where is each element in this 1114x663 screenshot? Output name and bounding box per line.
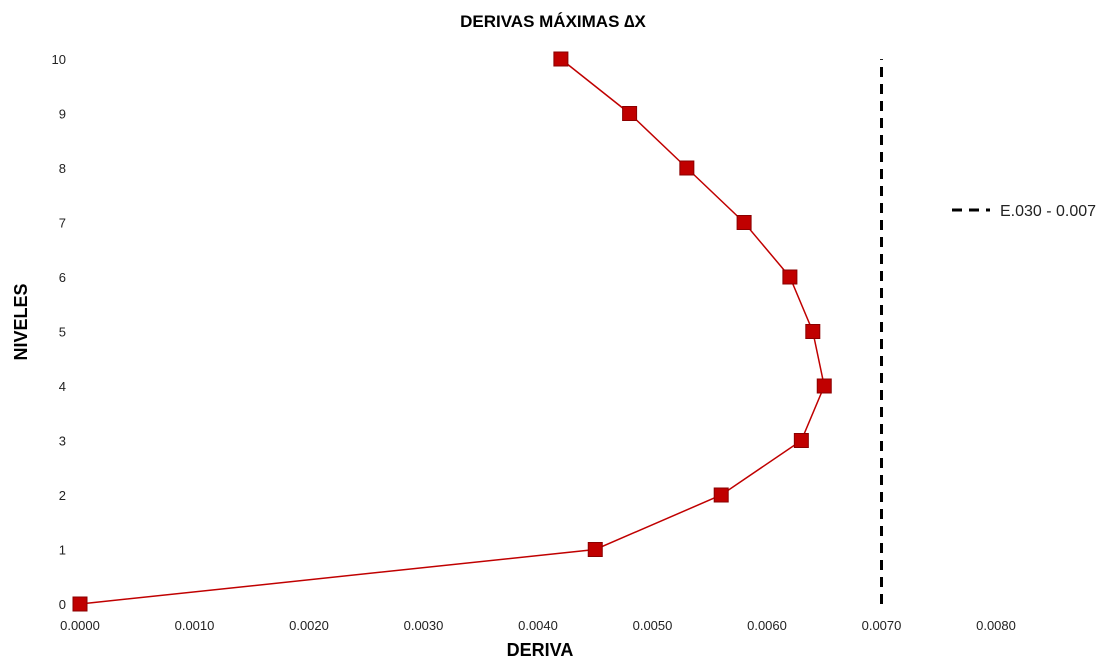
series-point (622, 106, 638, 121)
y-tick-label: 3 (59, 434, 66, 449)
series-point (72, 596, 88, 612)
series-point (816, 378, 832, 394)
y-axis-title: NIVELES (11, 283, 31, 360)
y-tick-label: 5 (59, 325, 66, 340)
y-tick-label: 1 (59, 543, 66, 558)
series-point (793, 433, 809, 448)
series-point (736, 215, 752, 230)
series-point (679, 160, 695, 176)
x-tick-label: 0.0030 (404, 618, 444, 633)
x-tick-label: 0.0010 (175, 618, 215, 633)
x-axis-title: DERIVA (507, 640, 574, 660)
x-tick-label: 0.0040 (518, 618, 558, 633)
y-tick-label: 4 (59, 379, 66, 394)
legend: E.030 - 0.007 (952, 203, 1096, 220)
x-tick-label: 0.0020 (289, 618, 329, 633)
x-axis-ticks: 0.0000 0.0010 0.0020 0.0030 0.0040 0.0050 0.00… (60, 618, 1016, 633)
x-tick-label: 0.0000 (60, 618, 100, 633)
series-point (805, 324, 821, 339)
y-tick-label: 10 (52, 52, 66, 67)
series-point (553, 51, 569, 67)
x-tick-label: 0.0080 (976, 618, 1016, 633)
y-axis-ticks: 0 1 2 3 4 5 6 7 8 9 10 (52, 52, 66, 612)
y-tick-label: 6 (59, 270, 66, 285)
legend-label-reference: E.030 - 0.007 (1000, 203, 1096, 220)
y-tick-label: 7 (59, 216, 66, 231)
x-tick-label: 0.0060 (747, 618, 787, 633)
y-tick-label: 8 (59, 161, 66, 176)
x-tick-label: 0.0050 (633, 618, 673, 633)
series-line (79, 58, 826, 605)
y-tick-label: 2 (59, 488, 66, 503)
chart-title: DERIVAS MÁXIMAS ∆X (460, 12, 646, 31)
series-layer (72, 51, 832, 612)
series-point (782, 269, 798, 285)
series-point (713, 487, 729, 503)
y-tick-label: 0 (59, 597, 66, 612)
x-tick-label: 0.0070 (862, 618, 902, 633)
series-point (587, 542, 603, 557)
y-tick-label: 9 (59, 107, 66, 122)
